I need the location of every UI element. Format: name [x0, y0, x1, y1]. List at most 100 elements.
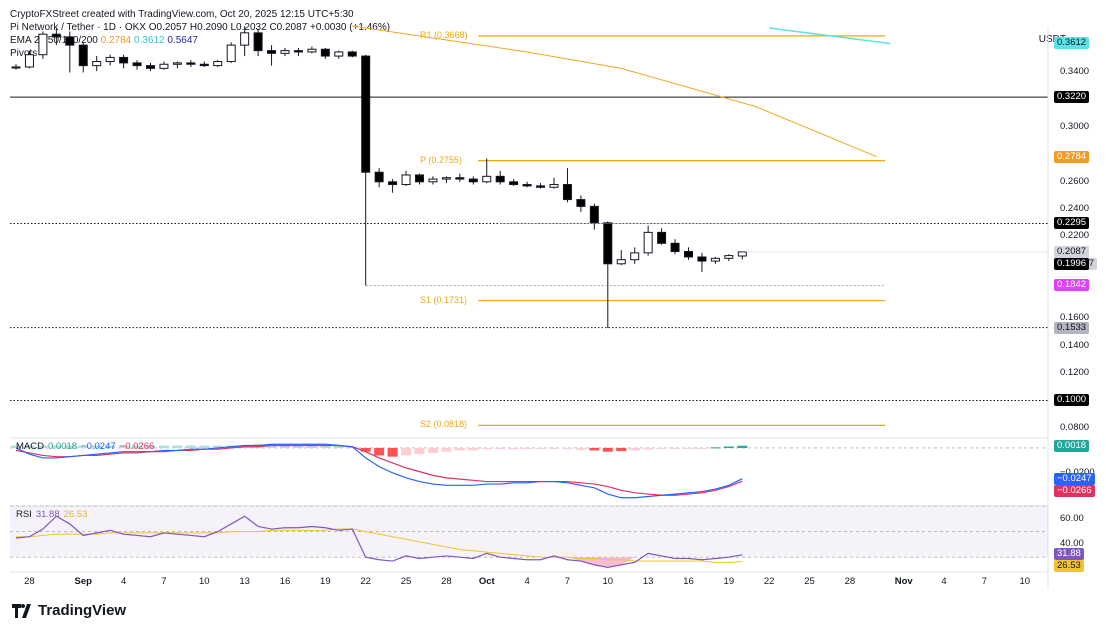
macd-histogram-bar [145, 445, 156, 448]
macd-histogram-bar [360, 447, 371, 452]
candle-body [737, 251, 747, 257]
macd-histogram-bar [37, 445, 48, 448]
candle-body [159, 63, 169, 69]
candle-body [697, 256, 707, 262]
candle [92, 56, 102, 72]
ema50-line [769, 27, 891, 45]
candle [159, 61, 169, 70]
candle [253, 28, 263, 57]
candle [603, 221, 613, 329]
macd-histogram-bar [333, 445, 344, 448]
candle-body [253, 32, 263, 52]
candle-body [146, 65, 155, 69]
candle-body [589, 205, 599, 224]
chart-legend: CryptoFXStreet created with TradingView.… [10, 8, 390, 60]
macd-histogram-bar [280, 445, 290, 448]
candle-body [522, 184, 532, 187]
candle [347, 50, 357, 58]
macd-histogram-bar [212, 445, 223, 448]
pivots-row[interactable]: Pivots [10, 47, 390, 60]
candle-body [684, 251, 693, 258]
currency-label[interactable]: USDT [1038, 34, 1066, 45]
macd-histogram-bar [602, 447, 613, 452]
macd-histogram-bar [253, 444, 264, 448]
candle-body [132, 62, 142, 67]
candle-body [401, 174, 411, 186]
candle-body [710, 257, 720, 262]
candle [374, 168, 384, 188]
candle-body [240, 32, 250, 46]
macd-histogram-bar [656, 447, 667, 449]
macd-histogram-bar [132, 445, 143, 448]
candle [280, 47, 290, 57]
ema-row[interactable]: EMA 20/50/100/200 0.2784 0.3612 0.5647 [10, 34, 390, 47]
candle-body [509, 181, 519, 186]
candle [51, 28, 61, 46]
candle [361, 54, 371, 286]
macd-histogram-bar [575, 447, 586, 450]
attribution-text: CryptoFXStreet created with TradingView.… [10, 9, 354, 20]
macd-histogram-bar [670, 447, 681, 449]
symbol-name[interactable]: Pi Network / Tether · 1D · OKX [10, 22, 146, 33]
pivots-label: Pivots [10, 48, 38, 59]
candle-body [441, 177, 451, 180]
open-value: O0.2057 [148, 22, 188, 33]
candle-body [495, 175, 505, 183]
candle-body [92, 61, 102, 67]
candle [226, 42, 236, 63]
symbol-row: Pi Network / Tether · 1D · OKX O0.2057 H… [10, 21, 390, 34]
macd-histogram-bar [468, 447, 479, 451]
candle [388, 179, 398, 193]
candle [415, 173, 424, 185]
candle-body [226, 44, 236, 63]
macd-histogram-bar [710, 447, 721, 449]
macd-histogram-bar [306, 445, 317, 448]
candle-body [213, 61, 223, 67]
candle [549, 177, 559, 189]
candle [78, 42, 88, 73]
candle-body [482, 175, 492, 183]
macd-histogram-bar [427, 447, 438, 453]
candle-body [536, 185, 546, 188]
macd-histogram-bar [401, 447, 412, 456]
macd-histogram-bar [320, 445, 331, 448]
candle [38, 31, 48, 59]
ema-label: EMA 20/50/100/200 [10, 35, 98, 46]
candle-body [616, 259, 626, 265]
candle-body [267, 50, 277, 54]
candle [334, 50, 344, 59]
macd-histogram-bar [535, 447, 546, 449]
candle [293, 47, 303, 57]
candle [132, 60, 142, 70]
candle-body [172, 62, 182, 65]
candle [24, 50, 34, 69]
tradingview-logo[interactable]: TradingView [12, 602, 126, 619]
change-value: +0.0030 (+1.46%) [310, 22, 391, 33]
candle-body [320, 48, 330, 57]
candle [146, 62, 155, 72]
close-value: C0.2087 [269, 22, 308, 33]
macd-histogram-bar [199, 445, 210, 448]
candle [105, 54, 115, 66]
candle [576, 195, 586, 212]
macd-histogram-bar [616, 447, 627, 452]
candle [657, 228, 667, 245]
candle [630, 247, 640, 264]
macd-histogram-bar [696, 447, 707, 449]
high-value: H0.2090 [189, 22, 228, 33]
candle-body [293, 50, 303, 53]
candle [320, 47, 330, 59]
candle [172, 61, 182, 69]
tradingview-logo-icon [12, 603, 34, 618]
ema20-value: 0.2784 [100, 35, 132, 46]
candle-body [374, 171, 384, 183]
candle-body [643, 231, 653, 254]
candle [616, 250, 626, 266]
macd-histogram-bar [643, 447, 654, 450]
candle-body [455, 177, 465, 180]
macd-histogram-bar [454, 447, 465, 451]
macd-histogram-bar [78, 445, 89, 448]
candle-body [11, 66, 21, 69]
candle-body [603, 222, 613, 265]
